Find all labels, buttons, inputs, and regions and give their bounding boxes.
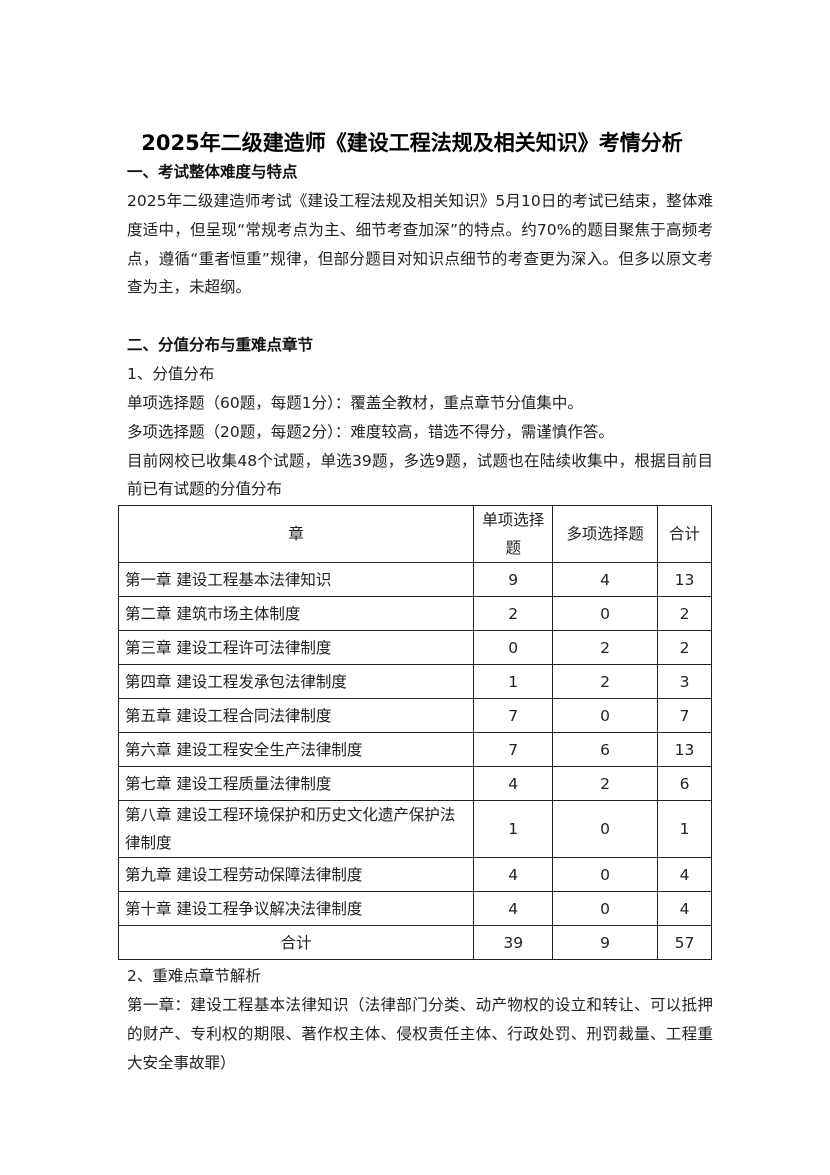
table-row: 第九章 建设工程劳动保障法律制度 4 0 4 — [117, 857, 712, 893]
value-cell: 2 — [552, 630, 659, 666]
chapter-cell: 第四章 建设工程发承包法律制度 — [117, 664, 475, 700]
value-cell: 2 — [473, 596, 554, 632]
value-cell: 7 — [473, 698, 554, 734]
value-cell: 39 — [473, 925, 554, 961]
value-cell: 9 — [473, 562, 554, 598]
value-cell: 2 — [552, 664, 659, 700]
subheading: 1、分值分布 — [127, 365, 215, 384]
value-cell: 4 — [473, 857, 554, 893]
chapter-cell: 第九章 建设工程劳动保障法律制度 — [117, 857, 475, 893]
value-cell: 4 — [657, 857, 712, 893]
chapter-cell: 第三章 建设工程许可法律制度 — [117, 630, 475, 666]
paragraph: 2025年二级建造师考试《建设工程法规及相关知识》5月10日的考试已结束，整体难… — [127, 192, 713, 297]
chapter-cell: 合计 — [117, 925, 475, 961]
value-cell: 9 — [552, 925, 659, 961]
column-header: 合计 — [657, 505, 712, 564]
chapter-cell: 第一章 建设工程基本法律知识 — [117, 562, 475, 598]
value-cell: 4 — [473, 766, 554, 802]
table-row: 第四章 建设工程发承包法律制度 1 2 3 — [117, 664, 712, 700]
table-header-row: 章 单项选择题 多项选择题 合计 — [117, 505, 712, 564]
value-cell: 4 — [657, 891, 712, 927]
value-cell: 1 — [473, 800, 554, 859]
table-row: 第五章 建设工程合同法律制度 7 0 7 — [117, 698, 712, 734]
value-cell: 6 — [657, 766, 712, 802]
column-header: 章 — [117, 505, 475, 564]
section-heading: 一、考试整体难度与特点 — [127, 163, 298, 181]
chapter-cell: 第十章 建设工程争议解决法律制度 — [117, 891, 475, 927]
paragraph: 第一章：建设工程基本法律知识（法律部门分类、动产物权的设立和转让、可以抵押的财产… — [127, 995, 713, 1072]
value-cell: 0 — [552, 800, 659, 859]
paragraph: 多项选择题（20题，每题2分）：难度较高，错选不得分，需谨慎作答。 — [127, 422, 614, 441]
value-cell: 13 — [657, 732, 712, 768]
value-cell: 0 — [552, 857, 659, 893]
table-row: 第六章 建设工程安全生产法律制度 7 6 13 — [117, 732, 712, 768]
table-row: 第七章 建设工程质量法律制度 4 2 6 — [117, 766, 712, 802]
value-cell: 3 — [657, 664, 712, 700]
value-cell: 2 — [657, 596, 712, 632]
value-cell: 0 — [552, 596, 659, 632]
value-cell: 1 — [657, 800, 712, 859]
table-row: 第三章 建设工程许可法律制度 0 2 2 — [117, 630, 712, 666]
value-cell: 6 — [552, 732, 659, 768]
chapter-cell: 第六章 建设工程安全生产法律制度 — [117, 732, 475, 768]
value-cell: 7 — [657, 698, 712, 734]
section-heading: 二、分值分布与重难点章节 — [127, 336, 314, 355]
value-cell: 4 — [473, 891, 554, 927]
subheading: 2、重难点章节解析 — [127, 967, 261, 986]
value-cell: 13 — [657, 562, 712, 598]
table-row: 第八章 建设工程环境保护和历史文化遗产保护法律制度 1 0 1 — [117, 800, 712, 859]
chapter-cell: 第二章 建筑市场主体制度 — [117, 596, 475, 632]
page-title: 2025年二级建造师《建设工程法规及相关知识》考情分析 — [141, 131, 683, 155]
document-page: 2025年二级建造师《建设工程法规及相关知识》考情分析 一、考试整体难度与特点 … — [117, 128, 713, 1077]
value-cell: 2 — [657, 630, 712, 666]
column-header: 多项选择题 — [552, 505, 659, 564]
value-cell: 57 — [657, 925, 712, 961]
table-total-row: 合计 39 9 57 — [117, 925, 712, 961]
value-cell: 0 — [552, 698, 659, 734]
value-cell: 2 — [552, 766, 659, 802]
column-header: 单项选择题 — [473, 505, 554, 564]
table-row: 第十章 建设工程争议解决法律制度 4 0 4 — [117, 891, 712, 927]
value-cell: 1 — [473, 664, 554, 700]
score-distribution-table: 章 单项选择题 多项选择题 合计 第一章 建设工程基本法律知识 9 4 13 第二章 建… — [117, 505, 712, 961]
chapter-cell: 第八章 建设工程环境保护和历史文化遗产保护法律制度 — [117, 800, 475, 859]
chapter-cell: 第五章 建设工程合同法律制度 — [117, 698, 475, 734]
chapter-cell: 第七章 建设工程质量法律制度 — [117, 766, 475, 802]
paragraph: 目前网校已收集48个试题，单选39题，多选9题，试题也在陆续收集中，根据目前目前… — [127, 451, 713, 499]
table-row: 第一章 建设工程基本法律知识 9 4 13 — [117, 562, 712, 598]
table-row: 第二章 建筑市场主体制度 2 0 2 — [117, 596, 712, 632]
value-cell: 0 — [552, 891, 659, 927]
value-cell: 0 — [473, 630, 554, 666]
paragraph: 单项选择题（60题，每题1分）：覆盖全教材，重点章节分值集中。 — [127, 393, 583, 412]
value-cell: 4 — [552, 562, 659, 598]
value-cell: 7 — [473, 732, 554, 768]
